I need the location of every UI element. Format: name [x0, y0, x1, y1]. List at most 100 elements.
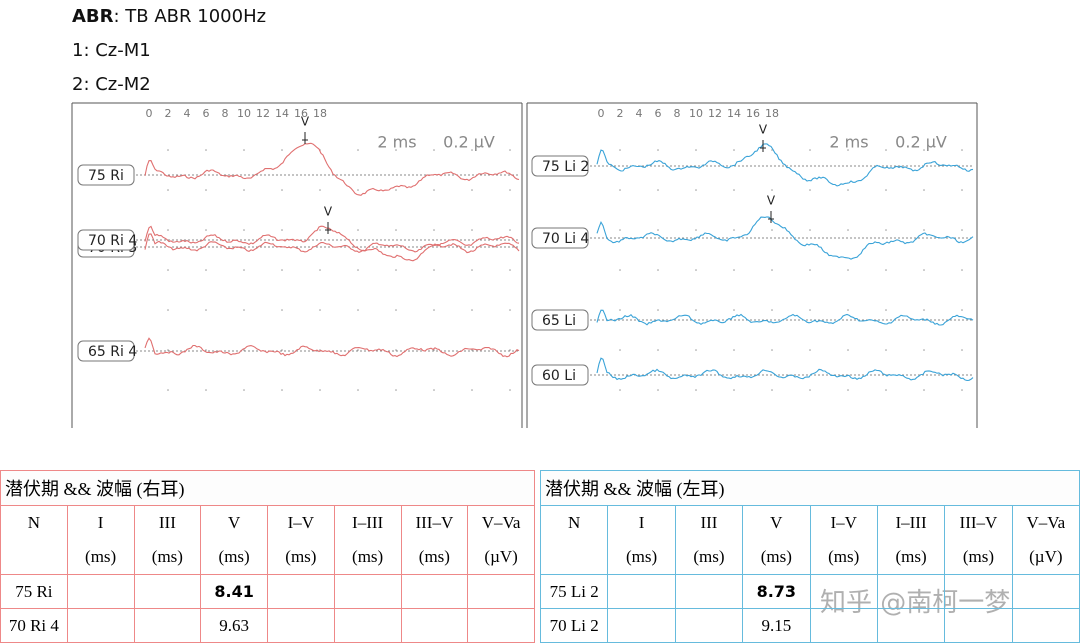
amplitude-scale: 0.2 µV	[443, 133, 495, 152]
time-tick-label: 14	[727, 107, 741, 120]
grid-dot	[243, 269, 245, 271]
grid-dot	[733, 229, 735, 231]
grid-dot	[243, 229, 245, 231]
grid-dot	[771, 229, 773, 231]
cell	[607, 574, 676, 609]
grid-dot	[847, 229, 849, 231]
grid-dot	[433, 309, 435, 311]
time-tick-label: 0	[598, 107, 605, 120]
grid-dot	[733, 189, 735, 191]
data-row: 75 Ri 8.41	[0, 574, 535, 609]
time-tick-label: 18	[313, 107, 327, 120]
grid-dot	[281, 229, 283, 231]
grid-dot	[167, 309, 169, 311]
time-tick-label: 6	[203, 107, 210, 120]
column-name: I–III	[895, 513, 927, 532]
grid-dot	[923, 389, 925, 391]
column-unit: (ms)	[962, 547, 995, 566]
grid-dot	[733, 149, 735, 151]
cell	[400, 608, 469, 643]
grid-dot	[205, 389, 207, 391]
grid-dot	[395, 229, 397, 231]
grid-dot	[961, 149, 963, 151]
grid-dot	[695, 309, 697, 311]
grid-dot	[509, 389, 511, 391]
column-header: N	[539, 505, 609, 575]
grid-dot	[695, 229, 697, 231]
cell: 75 Li 2	[539, 574, 609, 609]
column-header: III–V (ms)	[944, 505, 1013, 575]
time-tick-label: 10	[689, 107, 703, 120]
cell	[133, 608, 202, 643]
column-unit: (µV)	[484, 547, 518, 566]
column-unit: (ms)	[625, 547, 658, 566]
time-tick-label: 18	[765, 107, 779, 120]
grid-dot	[357, 269, 359, 271]
column-header: I–V (ms)	[809, 505, 878, 575]
trace-label-box	[77, 340, 135, 362]
grid-dot	[395, 349, 397, 351]
cell: 9.63	[200, 608, 268, 643]
column-header: N	[0, 505, 68, 575]
time-tick-label: 0	[146, 107, 153, 120]
trace-label: 65 Li	[542, 313, 576, 329]
column-name: V	[227, 513, 241, 532]
grid-dot	[771, 389, 773, 391]
cell	[944, 608, 1013, 643]
grid-dot	[319, 269, 321, 271]
grid-dot	[885, 189, 887, 191]
waveform	[596, 309, 974, 326]
grid-dot	[243, 189, 245, 191]
grid-dot	[471, 309, 473, 311]
column-name: I–V	[830, 513, 857, 532]
grid-dot	[619, 389, 621, 391]
grid-dot	[167, 229, 169, 231]
grid-dot	[357, 309, 359, 311]
cell	[133, 574, 202, 609]
time-tick-label: 16	[746, 107, 760, 120]
grid-dot	[471, 229, 473, 231]
grid-dot	[809, 189, 811, 191]
grid-dot	[433, 229, 435, 231]
trace-label-box	[531, 364, 589, 386]
trace-label: 75 Ri	[88, 168, 124, 184]
grid-dot	[471, 149, 473, 151]
trace-label-box	[77, 164, 135, 186]
grid-dot	[205, 269, 207, 271]
column-header: III (ms)	[133, 505, 202, 575]
column-name: V	[770, 513, 783, 532]
data-row: 70 Li 2 9.15	[539, 608, 1080, 643]
cell	[809, 608, 878, 643]
grid-dot	[847, 309, 849, 311]
cell	[674, 608, 744, 643]
cell	[876, 608, 946, 643]
time-scale: 2 ms	[377, 133, 416, 152]
waveform	[144, 142, 520, 196]
grid-dot	[319, 229, 321, 231]
grid-dot	[657, 389, 659, 391]
grid-dot	[695, 389, 697, 391]
grid-dot	[657, 189, 659, 191]
grid-dot	[809, 389, 811, 391]
grid-dot	[471, 189, 473, 191]
cell	[674, 574, 744, 609]
grid-dot	[771, 189, 773, 191]
column-unit: (ms)	[760, 547, 792, 566]
cell	[333, 608, 402, 643]
grid-dot	[205, 229, 207, 231]
grid-dot	[357, 189, 359, 191]
peak-label: V	[767, 194, 776, 208]
grid-dot	[657, 229, 659, 231]
grid-dot	[205, 189, 207, 191]
column-name: I–V	[287, 513, 315, 532]
grid-dot	[657, 349, 659, 351]
column-header: I (ms)	[607, 505, 676, 575]
grid-dot	[619, 189, 621, 191]
grid-dot	[357, 149, 359, 151]
grid-dot	[771, 269, 773, 271]
grid-dot	[167, 189, 169, 191]
latency-table: 潜伏期 && 波幅 (右耳) N I (ms) III (ms) V (ms) I–V (ms) I…	[0, 470, 535, 643]
grid-dot	[395, 269, 397, 271]
